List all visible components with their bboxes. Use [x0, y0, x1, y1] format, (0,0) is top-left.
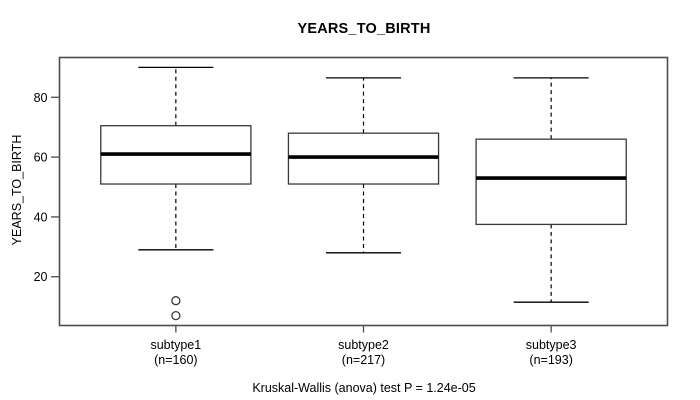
y-axis: 20 40 60 80 — [34, 91, 60, 284]
y-tick-label: 40 — [34, 210, 48, 224]
outlier-point — [171, 310, 181, 321]
chart-title: YEARS_TO_BIRTH — [297, 21, 431, 37]
box-group-subtype2: subtype2(n=217) — [287, 77, 440, 367]
kruskal-wallis-caption: Kruskal-Wallis (anova) test P = 1.24e-05 — [252, 381, 476, 395]
group-label: subtype3 — [526, 338, 577, 352]
group-count-label: (n=160) — [154, 353, 197, 367]
group-count-label: (n=217) — [342, 353, 385, 367]
y-tick-label: 20 — [34, 270, 48, 284]
iqr-box — [475, 138, 627, 226]
group-label: subtype2 — [338, 338, 389, 352]
group-label: subtype1 — [150, 338, 201, 352]
box-group-subtype1: subtype1(n=160) — [100, 66, 252, 367]
box-group-subtype3: subtype3(n=193) — [475, 77, 627, 367]
y-tick-label: 60 — [34, 151, 48, 165]
outlier-point — [171, 296, 181, 306]
y-tick-label: 80 — [34, 91, 48, 105]
group-count-label: (n=193) — [529, 353, 572, 367]
